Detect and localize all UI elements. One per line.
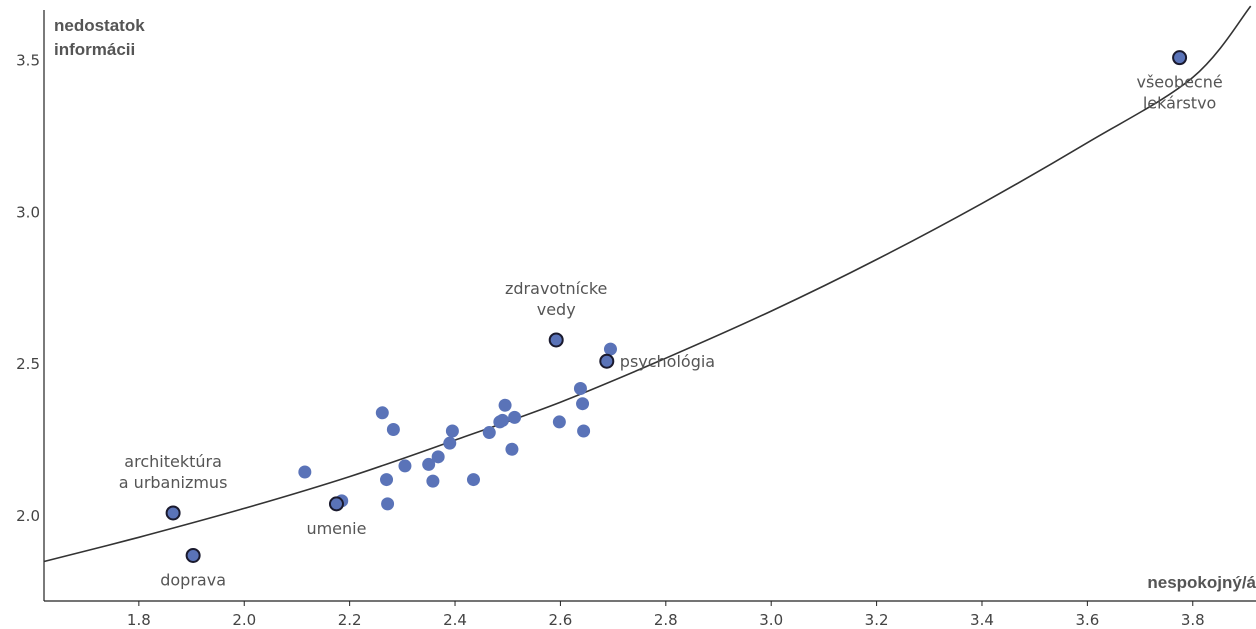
y-axis-title-line2: informácii	[54, 40, 135, 59]
highlighted-point	[1172, 50, 1188, 66]
trend-curve	[43, 5, 1252, 563]
x-tick-label: 3.6	[1075, 611, 1099, 629]
highlighted-point	[185, 547, 201, 563]
data-point	[573, 382, 587, 396]
data-point	[398, 459, 412, 473]
data-point	[380, 473, 394, 487]
x-tick-label: 3.2	[865, 611, 889, 629]
data-point	[431, 450, 445, 464]
point-annotation: všeobecné	[1136, 73, 1222, 92]
data-point	[577, 424, 591, 438]
annotations-group: architektúra a urbanizmus doprava umenie zdr…	[119, 73, 1223, 590]
trend-curve-group	[43, 5, 1252, 563]
data-point	[375, 406, 389, 420]
x-tick-label: 2.4	[443, 611, 467, 629]
data-point	[498, 398, 512, 412]
x-tick-label: 2.2	[338, 611, 362, 629]
x-tick-label: 3.0	[759, 611, 783, 629]
points-group	[165, 50, 1188, 563]
data-point	[381, 497, 395, 511]
y-tick-label: 3.5	[16, 52, 40, 70]
x-tick-label: 3.4	[970, 611, 994, 629]
y-tick-label: 3.0	[16, 203, 40, 221]
data-point	[426, 474, 440, 488]
x-tick-label: 3.8	[1181, 611, 1205, 629]
x-tick-label: 2.0	[232, 611, 256, 629]
data-point	[298, 465, 312, 479]
data-point	[482, 426, 496, 440]
y-tick-label: 2.5	[16, 355, 40, 373]
data-point	[443, 436, 457, 450]
x-tick-label: 2.8	[654, 611, 678, 629]
point-annotation: lekárstvo	[1143, 94, 1217, 113]
x-tick-label: 2.6	[548, 611, 572, 629]
point-annotation: umenie	[306, 519, 366, 538]
point-annotation: zdravotnícke	[505, 279, 607, 298]
data-point	[466, 473, 480, 487]
point-annotation: doprava	[160, 570, 226, 589]
data-point	[495, 413, 509, 427]
data-point	[576, 397, 590, 411]
data-point	[422, 457, 436, 471]
point-annotation: a urbanizmus	[119, 473, 228, 492]
data-point	[445, 424, 459, 438]
data-point	[386, 423, 400, 437]
point-annotation: psychológia	[620, 352, 715, 371]
data-point	[505, 442, 519, 456]
highlighted-point	[548, 332, 564, 348]
axes: 1.8 2.0 2.2 2.4 2.6 2.8 3.0 3.2 3.4 3.6 3.8 2.0 2.5 3…	[16, 10, 1256, 629]
x-axis-title: nespokojný/á	[1147, 573, 1256, 592]
point-annotation: vedy	[537, 300, 576, 319]
y-axis-title: nedostatok	[54, 16, 145, 35]
highlighted-point	[165, 505, 181, 521]
point-annotation: architektúra	[124, 452, 222, 471]
highlighted-point	[328, 496, 344, 512]
data-point	[552, 415, 566, 429]
y-tick-label: 2.0	[16, 507, 40, 525]
x-tick-label: 1.8	[127, 611, 151, 629]
data-point	[508, 410, 522, 424]
data-point	[603, 342, 617, 356]
highlighted-point	[599, 353, 615, 369]
